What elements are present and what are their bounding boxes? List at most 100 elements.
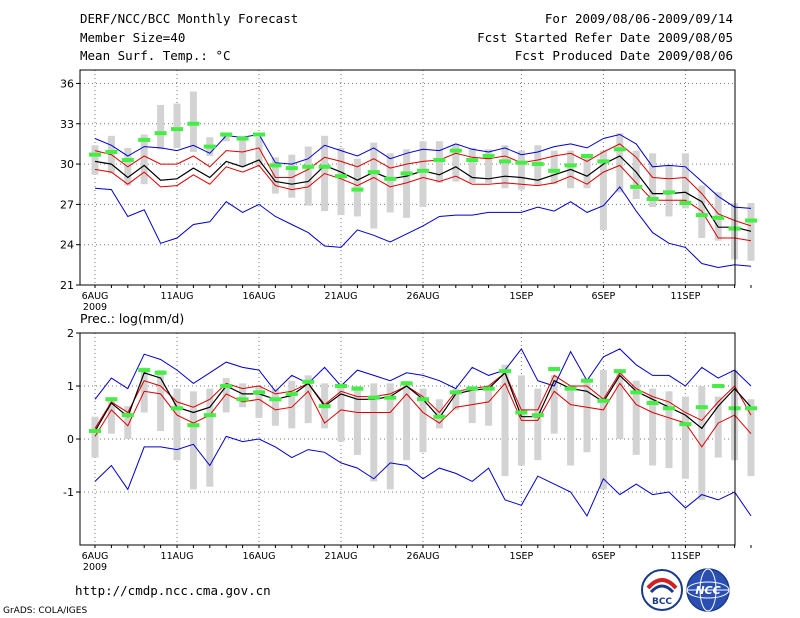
observed-marker — [138, 368, 151, 373]
member-range-box — [173, 103, 181, 148]
member-range-box — [403, 149, 411, 218]
member-range-box — [189, 91, 197, 152]
observed-marker — [121, 413, 134, 418]
member-range-box — [353, 386, 361, 455]
member-range-box — [599, 370, 607, 490]
x-tick-label: 6AUG — [82, 551, 109, 562]
observed-marker — [482, 386, 495, 391]
member-range-box — [567, 386, 575, 466]
series-upper-line — [94, 143, 752, 227]
x-tick-label: 21AUG — [325, 551, 358, 562]
member-range-box — [353, 158, 361, 217]
chart-panel-temp: 21 24 27 30 33 36 6AUG 11AUG 16AUG 21AUG 26AUG 1SEP… — [60, 69, 757, 313]
observed-marker — [581, 154, 593, 158]
observed-marker — [695, 405, 708, 410]
y-tick-label: -1 — [63, 486, 74, 499]
observed-marker — [663, 406, 675, 411]
observed-marker — [630, 184, 643, 189]
member-range-box — [370, 142, 378, 229]
observed-marker — [482, 154, 495, 158]
member-range-box — [189, 391, 197, 490]
member-range-box — [173, 388, 181, 461]
member-range-box — [649, 153, 657, 208]
bcc-logo: BCC — [641, 569, 683, 611]
x-tick-label: 11SEP — [670, 291, 700, 302]
grads-credit: GrADS: COLA/IGES — [3, 606, 88, 616]
y-tick-label: 0 — [67, 433, 74, 446]
observed-marker — [269, 163, 282, 168]
observed-marker — [581, 378, 593, 383]
observed-marker — [646, 400, 659, 405]
member-range-box — [599, 150, 607, 230]
member-range-box — [386, 153, 394, 213]
x-tick-label: 11AUG — [161, 551, 194, 562]
member-range-box — [337, 147, 345, 216]
observed-marker — [105, 149, 118, 154]
observed-marker — [597, 159, 610, 164]
observed-marker — [531, 162, 544, 167]
source-url[interactable]: http://cmdp.ncc.cma.gov.cn — [75, 583, 271, 598]
member-range-box — [288, 380, 296, 429]
observed-marker — [220, 132, 233, 137]
ncc-logo: NCC — [686, 568, 730, 612]
member-range-box — [616, 370, 624, 439]
x-tick-label: 6AUG — [82, 291, 109, 302]
member-range-box — [255, 386, 263, 418]
observed-marker — [613, 147, 626, 152]
x-tick-label: 6SEP — [591, 551, 615, 562]
member-range-box — [140, 367, 148, 413]
y-tick-label: 36 — [60, 77, 74, 90]
member-range-box — [157, 104, 165, 150]
member-range-box — [747, 399, 755, 477]
observed-marker — [335, 174, 347, 179]
x-tick-label: 1SEP — [509, 551, 533, 562]
member-range-box — [222, 378, 230, 413]
observed-marker — [187, 423, 200, 428]
x-tick-label: 6SEP — [591, 291, 615, 302]
member-range-box — [501, 145, 509, 189]
member-size: Member Size=40 — [80, 30, 186, 45]
member-range-box — [206, 388, 214, 487]
member-range-box — [681, 153, 689, 209]
observed-marker — [302, 379, 315, 384]
member-range-box — [271, 388, 279, 426]
observed-marker — [269, 397, 282, 402]
observed-marker — [564, 386, 577, 391]
member-range-box — [157, 370, 165, 432]
observed-marker — [548, 168, 561, 173]
fcst-started-date: Fcst Started Refer Date 2009/08/05 — [477, 30, 733, 45]
x-year-label: 2009 — [83, 562, 107, 573]
y-tick-label: 33 — [60, 118, 74, 131]
observed-marker — [302, 164, 315, 169]
observed-marker — [745, 218, 757, 223]
series-min-line — [94, 435, 752, 517]
observed-marker — [335, 384, 347, 388]
x-tick-label: 21AUG — [325, 291, 358, 302]
observed-marker — [351, 187, 364, 192]
member-range-box — [550, 375, 558, 434]
observed-marker — [220, 384, 233, 388]
observed-marker — [400, 381, 413, 386]
y-tick-label: 27 — [60, 198, 74, 211]
series-lower-line — [94, 382, 752, 448]
member-range-box — [468, 147, 476, 183]
member-range-box — [583, 154, 591, 189]
member-range-box — [107, 399, 115, 434]
observed-marker — [646, 197, 659, 201]
observed-marker — [449, 390, 462, 395]
series-max-line — [94, 133, 752, 209]
observed-marker — [679, 201, 692, 206]
variable-label: Mean Surf. Temp.: °C — [80, 48, 231, 63]
observed-marker — [89, 429, 101, 434]
member-range-box — [222, 134, 230, 142]
member-range-box — [239, 135, 247, 167]
x-tick-label: 1SEP — [509, 291, 533, 302]
observed-marker — [285, 166, 298, 171]
member-range-box — [288, 154, 296, 198]
observed-marker — [203, 144, 216, 149]
observed-marker — [515, 160, 528, 165]
member-range-box — [271, 157, 279, 194]
member-range-box — [304, 375, 312, 424]
member-range-box — [714, 396, 722, 458]
